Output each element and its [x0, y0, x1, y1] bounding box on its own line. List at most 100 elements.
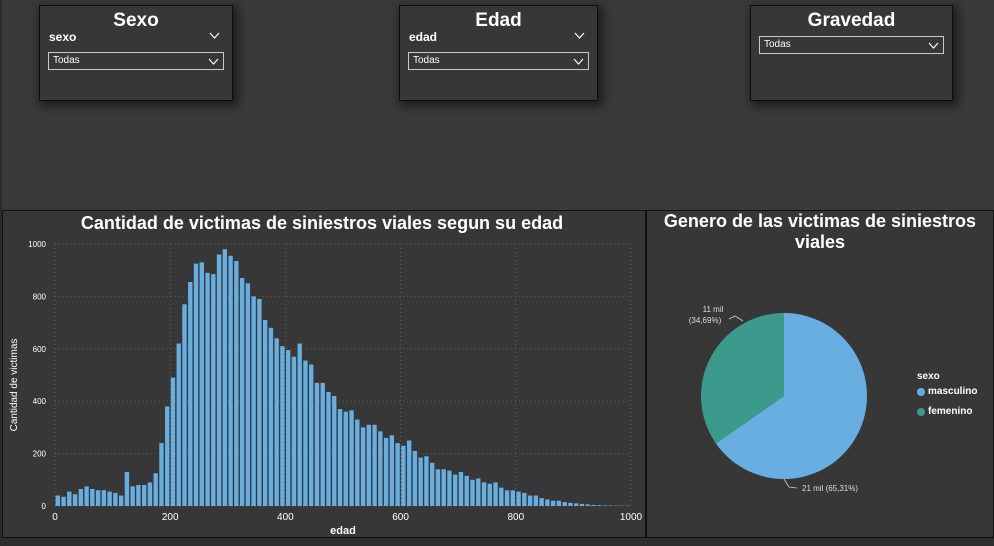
- histogram-bar[interactable]: [372, 424, 377, 506]
- histogram-bar[interactable]: [360, 427, 366, 506]
- histogram-bar[interactable]: [458, 471, 464, 506]
- histogram-bar[interactable]: [118, 495, 124, 506]
- histogram-bar[interactable]: [153, 473, 158, 506]
- histogram-bar[interactable]: [176, 343, 181, 506]
- histogram-bar[interactable]: [585, 504, 590, 506]
- histogram-bar[interactable]: [251, 296, 256, 506]
- histogram-bar[interactable]: [332, 395, 337, 506]
- legend-item-femenino[interactable]: femenino: [917, 406, 972, 417]
- histogram-bar[interactable]: [320, 382, 325, 506]
- histogram-bar[interactable]: [182, 304, 187, 506]
- histogram-bar[interactable]: [211, 274, 216, 506]
- histogram-bar[interactable]: [568, 502, 573, 506]
- histogram-bar[interactable]: [274, 338, 279, 506]
- histogram-bar[interactable]: [291, 356, 297, 506]
- histogram-bar[interactable]: [516, 491, 521, 506]
- pie-slice-femenino[interactable]: [701, 313, 784, 444]
- histogram-bar[interactable]: [124, 471, 130, 506]
- histogram-bar[interactable]: [591, 504, 596, 506]
- histogram-bar[interactable]: [574, 503, 579, 506]
- legend-item-masculino[interactable]: masculino: [917, 386, 977, 397]
- histogram-bar[interactable]: [597, 505, 602, 506]
- histogram-bar[interactable]: [113, 492, 118, 506]
- histogram-bar[interactable]: [159, 443, 164, 506]
- histogram-bar[interactable]: [366, 424, 371, 506]
- histogram-bar[interactable]: [476, 478, 481, 506]
- histogram-bar[interactable]: [130, 486, 135, 506]
- histogram-bar[interactable]: [487, 483, 492, 506]
- histogram-bar[interactable]: [401, 445, 406, 506]
- histogram-bar[interactable]: [228, 255, 233, 506]
- histogram-bar[interactable]: [67, 491, 72, 506]
- histogram-bar[interactable]: [464, 475, 469, 506]
- histogram-bar[interactable]: [193, 263, 199, 506]
- histogram-bar[interactable]: [170, 377, 176, 506]
- histogram-bar[interactable]: [504, 490, 510, 506]
- pie-slice-masculino[interactable]: [715, 313, 867, 479]
- histogram-bar[interactable]: [61, 496, 66, 506]
- histogram-bar[interactable]: [239, 278, 245, 506]
- histogram-bar[interactable]: [297, 343, 302, 506]
- histogram-bar[interactable]: [262, 319, 268, 506]
- histogram-bar[interactable]: [286, 350, 291, 506]
- histogram-bar[interactable]: [355, 419, 360, 506]
- histogram-bar[interactable]: [424, 456, 429, 506]
- histogram-bar[interactable]: [337, 409, 343, 506]
- histogram-bar[interactable]: [101, 490, 107, 506]
- histogram-bar[interactable]: [453, 474, 458, 506]
- gravedad-dropdown[interactable]: Todas: [759, 36, 944, 54]
- histogram-bar[interactable]: [470, 479, 475, 506]
- histogram-bar[interactable]: [147, 482, 153, 506]
- histogram-bar[interactable]: [268, 327, 274, 506]
- histogram-bar[interactable]: [303, 360, 308, 506]
- histogram-bar[interactable]: [188, 281, 193, 506]
- histogram-bar[interactable]: [343, 411, 348, 506]
- histogram-bar[interactable]: [556, 500, 562, 506]
- histogram-bar[interactable]: [55, 495, 60, 506]
- histogram-bar[interactable]: [349, 410, 354, 506]
- histogram-bar[interactable]: [326, 392, 331, 506]
- histogram-bar[interactable]: [579, 503, 585, 506]
- histogram-bar[interactable]: [527, 495, 533, 506]
- histogram-bar[interactable]: [199, 262, 204, 506]
- histogram-bar[interactable]: [205, 272, 210, 506]
- histogram-bar[interactable]: [522, 492, 527, 506]
- histogram-bar[interactable]: [95, 490, 101, 506]
- histogram-bar[interactable]: [309, 364, 314, 506]
- histogram-bar[interactable]: [493, 482, 498, 506]
- histogram-bar[interactable]: [72, 494, 78, 506]
- histogram-bar[interactable]: [165, 406, 170, 506]
- histogram-bar[interactable]: [142, 485, 147, 506]
- histogram-bar[interactable]: [510, 490, 515, 506]
- histogram-bar[interactable]: [602, 505, 608, 506]
- histogram-bar[interactable]: [383, 437, 389, 506]
- histogram-bar[interactable]: [447, 470, 452, 506]
- histogram-bar[interactable]: [84, 486, 89, 506]
- histogram-bar[interactable]: [441, 469, 446, 506]
- histogram-bar[interactable]: [257, 299, 262, 506]
- histogram-bar[interactable]: [481, 482, 487, 506]
- sexo-dropdown[interactable]: Todas: [48, 52, 224, 70]
- histogram-bar[interactable]: [418, 457, 423, 506]
- histogram-bar[interactable]: [107, 491, 112, 506]
- histogram-bar[interactable]: [608, 505, 613, 506]
- histogram-bar[interactable]: [435, 469, 441, 506]
- slicer-field-label[interactable]: edad: [409, 30, 438, 44]
- histogram-bar[interactable]: [412, 450, 418, 506]
- histogram-bar[interactable]: [389, 435, 395, 506]
- chevron-down-icon[interactable]: [574, 31, 585, 40]
- histogram-bar[interactable]: [406, 440, 412, 507]
- histogram-bar[interactable]: [550, 500, 556, 506]
- slicer-field-label[interactable]: sexo: [49, 30, 77, 44]
- histogram-bar[interactable]: [234, 261, 239, 506]
- histogram-bar[interactable]: [533, 495, 539, 506]
- histogram-bar[interactable]: [314, 382, 320, 506]
- histogram-bar[interactable]: [539, 498, 544, 506]
- edad-dropdown[interactable]: Todas: [408, 52, 589, 70]
- histogram-bar[interactable]: [280, 346, 285, 506]
- histogram-bar[interactable]: [136, 485, 141, 506]
- histogram-bar[interactable]: [378, 431, 383, 506]
- histogram-bar[interactable]: [222, 249, 227, 507]
- chevron-down-icon[interactable]: [209, 31, 220, 40]
- histogram-bar[interactable]: [545, 499, 550, 506]
